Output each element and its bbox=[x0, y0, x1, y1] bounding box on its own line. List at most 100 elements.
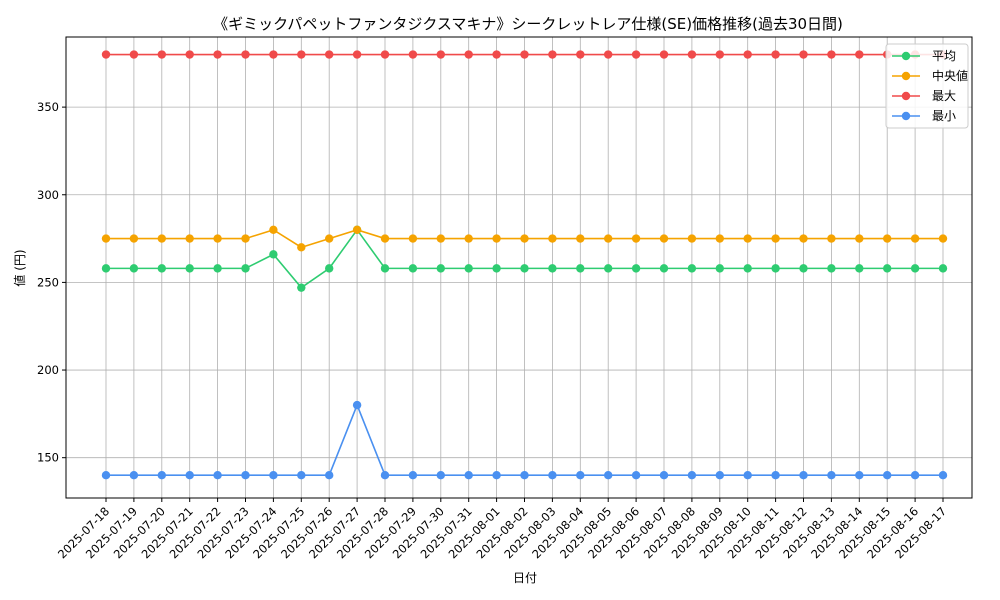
data-point bbox=[548, 264, 557, 273]
legend-swatch-marker bbox=[901, 91, 911, 101]
data-point bbox=[827, 234, 836, 243]
data-point bbox=[799, 471, 808, 480]
data-point bbox=[185, 264, 194, 273]
data-point bbox=[520, 234, 529, 243]
data-point bbox=[715, 471, 724, 480]
data-point bbox=[659, 234, 669, 243]
data-point bbox=[576, 50, 585, 59]
x-axis-label: 日付 bbox=[513, 571, 537, 585]
data-point bbox=[771, 50, 780, 59]
data-point bbox=[297, 283, 306, 292]
legend-label: 最大 bbox=[932, 89, 956, 103]
data-point bbox=[743, 50, 752, 59]
data-point bbox=[380, 471, 390, 480]
y-tick-label: 150 bbox=[37, 451, 59, 465]
data-point bbox=[492, 471, 501, 480]
data-point bbox=[548, 471, 557, 480]
data-point bbox=[129, 471, 139, 480]
data-point bbox=[883, 471, 892, 480]
data-point bbox=[101, 264, 111, 273]
data-point bbox=[241, 234, 250, 243]
data-point bbox=[492, 234, 501, 243]
data-point bbox=[743, 471, 752, 480]
data-point bbox=[213, 234, 222, 243]
data-point bbox=[687, 471, 697, 480]
y-tick-label: 300 bbox=[37, 188, 59, 202]
data-point bbox=[743, 234, 752, 243]
data-point bbox=[380, 50, 390, 59]
data-point bbox=[659, 471, 669, 480]
data-point bbox=[855, 234, 864, 243]
data-point bbox=[185, 50, 194, 59]
data-point bbox=[715, 234, 724, 243]
data-point bbox=[492, 264, 501, 273]
data-point bbox=[548, 234, 557, 243]
data-point bbox=[631, 264, 641, 273]
data-point bbox=[464, 264, 473, 273]
data-point bbox=[687, 234, 697, 243]
legend-label: 平均 bbox=[932, 49, 956, 63]
data-point bbox=[185, 471, 194, 480]
data-point bbox=[855, 50, 864, 59]
data-point bbox=[408, 264, 418, 273]
data-point bbox=[241, 264, 250, 273]
data-point bbox=[464, 471, 473, 480]
data-point bbox=[157, 50, 166, 59]
data-point bbox=[325, 264, 334, 273]
data-point bbox=[129, 234, 139, 243]
data-point bbox=[269, 471, 278, 480]
data-point bbox=[631, 234, 641, 243]
data-point bbox=[910, 471, 920, 480]
data-point bbox=[352, 225, 362, 235]
data-point bbox=[352, 400, 362, 410]
data-point bbox=[129, 264, 139, 273]
data-point bbox=[576, 234, 585, 243]
data-point bbox=[659, 50, 669, 59]
data-point bbox=[269, 50, 278, 59]
data-point bbox=[241, 50, 250, 59]
data-point bbox=[771, 471, 780, 480]
data-point bbox=[604, 264, 613, 273]
data-point bbox=[604, 234, 613, 243]
data-point bbox=[325, 234, 334, 243]
data-point bbox=[631, 50, 641, 59]
data-point bbox=[604, 50, 613, 59]
data-point bbox=[799, 50, 808, 59]
data-point bbox=[576, 264, 585, 273]
data-point bbox=[659, 264, 669, 273]
legend-label: 最小 bbox=[932, 109, 956, 123]
plot-frame bbox=[65, 36, 973, 499]
data-point bbox=[827, 50, 836, 59]
data-point bbox=[325, 50, 334, 59]
x-axis: 2025-07-182025-07-192025-07-202025-07-21… bbox=[55, 498, 949, 561]
data-point bbox=[241, 471, 250, 480]
data-point bbox=[101, 234, 111, 243]
data-point bbox=[408, 234, 418, 243]
data-point bbox=[799, 234, 808, 243]
data-point bbox=[297, 471, 306, 480]
data-point bbox=[325, 471, 334, 480]
data-point bbox=[771, 234, 780, 243]
data-point bbox=[743, 264, 752, 273]
data-point bbox=[408, 471, 418, 480]
chart-title: 《ギミックパペットファンタジクスマキナ》シークレットレア仕様(SE)価格推移(過… bbox=[213, 15, 843, 33]
legend-swatch-marker bbox=[901, 111, 911, 121]
data-point bbox=[408, 50, 418, 59]
data-point bbox=[827, 471, 836, 480]
data-point bbox=[520, 471, 529, 480]
data-point bbox=[269, 250, 278, 259]
data-point bbox=[715, 264, 724, 273]
data-point bbox=[213, 471, 222, 480]
data-point bbox=[604, 471, 613, 480]
y-tick-label: 350 bbox=[37, 100, 59, 114]
data-point bbox=[687, 50, 697, 59]
data-point bbox=[101, 50, 111, 59]
data-point bbox=[380, 234, 390, 243]
data-point bbox=[101, 471, 111, 480]
data-point bbox=[938, 234, 948, 243]
data-point bbox=[520, 264, 529, 273]
legend-swatch-marker bbox=[901, 71, 911, 81]
data-point bbox=[883, 264, 892, 273]
data-point bbox=[157, 234, 166, 243]
